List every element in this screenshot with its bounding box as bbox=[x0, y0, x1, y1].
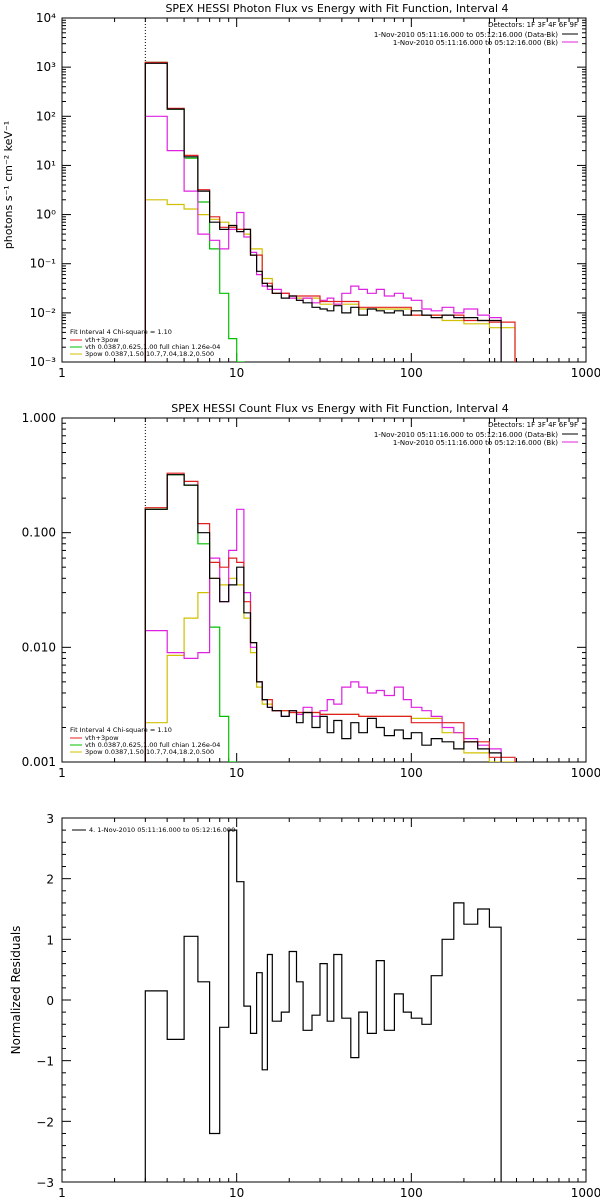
x-tick-label: 1000 bbox=[571, 366, 600, 380]
y-tick-label: 10⁻² bbox=[30, 306, 57, 320]
y-tick-label: 10⁴ bbox=[36, 11, 56, 25]
photon-flux-ylabel: photons s⁻¹ cm⁻² keV⁻¹ bbox=[2, 121, 15, 249]
legend-residual: 4. 1-Nov-2010 05:11:16.000 to 05:12:16.0… bbox=[89, 826, 235, 834]
y-tick-label: 0.010 bbox=[22, 640, 56, 654]
legend-detectors: Detectors: 1F 3F 4F 6F 9F bbox=[488, 21, 578, 29]
legend-vth: vth 0.0387,0.625,1.00 full chian 1.26e-0… bbox=[85, 343, 220, 351]
residuals-panel: Normalized Residuals 1 10 100 1000 −3 −2 −1 0 1 2… bbox=[9, 812, 600, 1200]
y-tick-label: −1 bbox=[36, 1055, 54, 1069]
photon-flux-legend-bottom: Fit Interval 4 Chi-square = 1.10 vth+3po… bbox=[70, 328, 220, 358]
series-bk bbox=[144, 115, 502, 362]
series-3pow bbox=[144, 199, 516, 362]
photon-flux-title: SPEX HESSI Photon Flux vs Energy with Fi… bbox=[165, 2, 508, 15]
series-total bbox=[144, 472, 516, 762]
legend-fit-interval: Fit Interval 4 Chi-square = 1.10 bbox=[70, 328, 172, 336]
count-flux-title: SPEX HESSI Count Flux vs Energy with Fit… bbox=[171, 402, 508, 415]
y-tick-label: 10⁻³ bbox=[30, 355, 57, 369]
series-data bbox=[144, 62, 502, 362]
x-tick-label: 10 bbox=[229, 766, 244, 780]
count-flux-plot: 1 10 100 1000 0.001 0.010 0.100 1.000 bbox=[22, 411, 600, 780]
x-tick-label: 100 bbox=[400, 1186, 423, 1200]
series-bk bbox=[144, 508, 502, 762]
x-tick-label: 100 bbox=[400, 366, 423, 380]
residuals-legend: 4. 1-Nov-2010 05:11:16.000 to 05:12:16.0… bbox=[72, 826, 235, 834]
y-tick-label: 10³ bbox=[36, 60, 56, 74]
x-tick-label: 10 bbox=[229, 1186, 244, 1200]
x-tick-label: 1000 bbox=[571, 766, 600, 780]
plot-frame bbox=[61, 417, 587, 763]
legend-data-bk: 1-Nov-2010 05:11:16.000 to 05:12:16.000 … bbox=[374, 431, 558, 439]
y-tick-label: 10⁻¹ bbox=[30, 257, 57, 271]
y-tick-label: 3 bbox=[46, 812, 54, 826]
series-vth bbox=[144, 61, 245, 362]
legend-3pow: 3pow 0.0387,1.50,10.7,7.04,18.2,0.500 bbox=[85, 748, 214, 756]
x-tick-label: 1000 bbox=[571, 1186, 600, 1200]
residuals-ylabel: Normalized Residuals bbox=[9, 926, 23, 1055]
residuals-plot: 1 10 100 1000 −3 −2 −1 0 1 2 3 bbox=[36, 812, 600, 1200]
y-tick-label: 0 bbox=[46, 994, 54, 1008]
legend-data-bk: 1-Nov-2010 05:11:16.000 to 05:12:16.000 … bbox=[374, 31, 558, 39]
photon-flux-plot: 1 10 100 1000 10⁻³ 10⁻² 10⁻¹ 10⁰ 10¹ 10² 10³ 10⁴ bbox=[30, 11, 600, 380]
legend-fit-interval: Fit Interval 4 Chi-square = 1.10 bbox=[70, 726, 172, 734]
y-tick-label: −3 bbox=[36, 1176, 54, 1190]
y-tick-label: 10⁰ bbox=[36, 208, 56, 222]
photon-flux-legend-top: Detectors: 1F 3F 4F 6F 9F 1-Nov-2010 05:… bbox=[374, 21, 578, 47]
series-data bbox=[144, 474, 502, 762]
legend-total: vth+3pow bbox=[85, 336, 119, 344]
legend-bk: 1-Nov-2010 05:11:16.000 to 05:12:16.000 … bbox=[393, 39, 558, 47]
y-tick-label: 2 bbox=[46, 873, 54, 887]
count-flux-legend-top: Detectors: 1F 3F 4F 6F 9F 1-Nov-2010 05:… bbox=[374, 421, 578, 447]
legend-3pow: 3pow 0.0387,1.50,10.7,7.04,18.2,0.500 bbox=[85, 350, 214, 358]
count-flux-panel: SPEX HESSI Count Flux vs Energy with Fit… bbox=[22, 402, 600, 780]
x-tick-label: 1 bbox=[58, 1186, 66, 1200]
plot-frame bbox=[61, 817, 587, 1183]
x-tick-label: 1 bbox=[58, 366, 66, 380]
legend-bk: 1-Nov-2010 05:11:16.000 to 05:12:16.000 … bbox=[393, 439, 558, 447]
series-residual bbox=[144, 829, 502, 1182]
y-tick-label: 0.001 bbox=[22, 755, 56, 769]
y-tick-label: 0.100 bbox=[22, 526, 56, 540]
x-tick-label: 100 bbox=[400, 766, 423, 780]
legend-detectors: Detectors: 1F 3F 4F 6F 9F bbox=[488, 421, 578, 429]
y-tick-label: −2 bbox=[36, 1115, 54, 1129]
x-tick-label: 1 bbox=[58, 766, 66, 780]
plot-frame bbox=[61, 17, 587, 363]
y-tick-label: 1.000 bbox=[22, 411, 56, 425]
series-3pow bbox=[144, 577, 515, 762]
legend-vth: vth 0.0387,0.625,1.00 full chian 1.26e-0… bbox=[85, 741, 220, 749]
count-flux-legend-bottom: Fit Interval 4 Chi-square = 1.10 vth+3po… bbox=[70, 726, 220, 756]
y-tick-label: 10² bbox=[36, 109, 56, 123]
y-tick-label: 10¹ bbox=[36, 158, 56, 172]
photon-flux-panel: SPEX HESSI Photon Flux vs Energy with Fi… bbox=[2, 2, 600, 380]
legend-total: vth+3pow bbox=[85, 734, 119, 742]
x-tick-label: 10 bbox=[229, 366, 244, 380]
y-tick-label: 1 bbox=[46, 933, 54, 947]
